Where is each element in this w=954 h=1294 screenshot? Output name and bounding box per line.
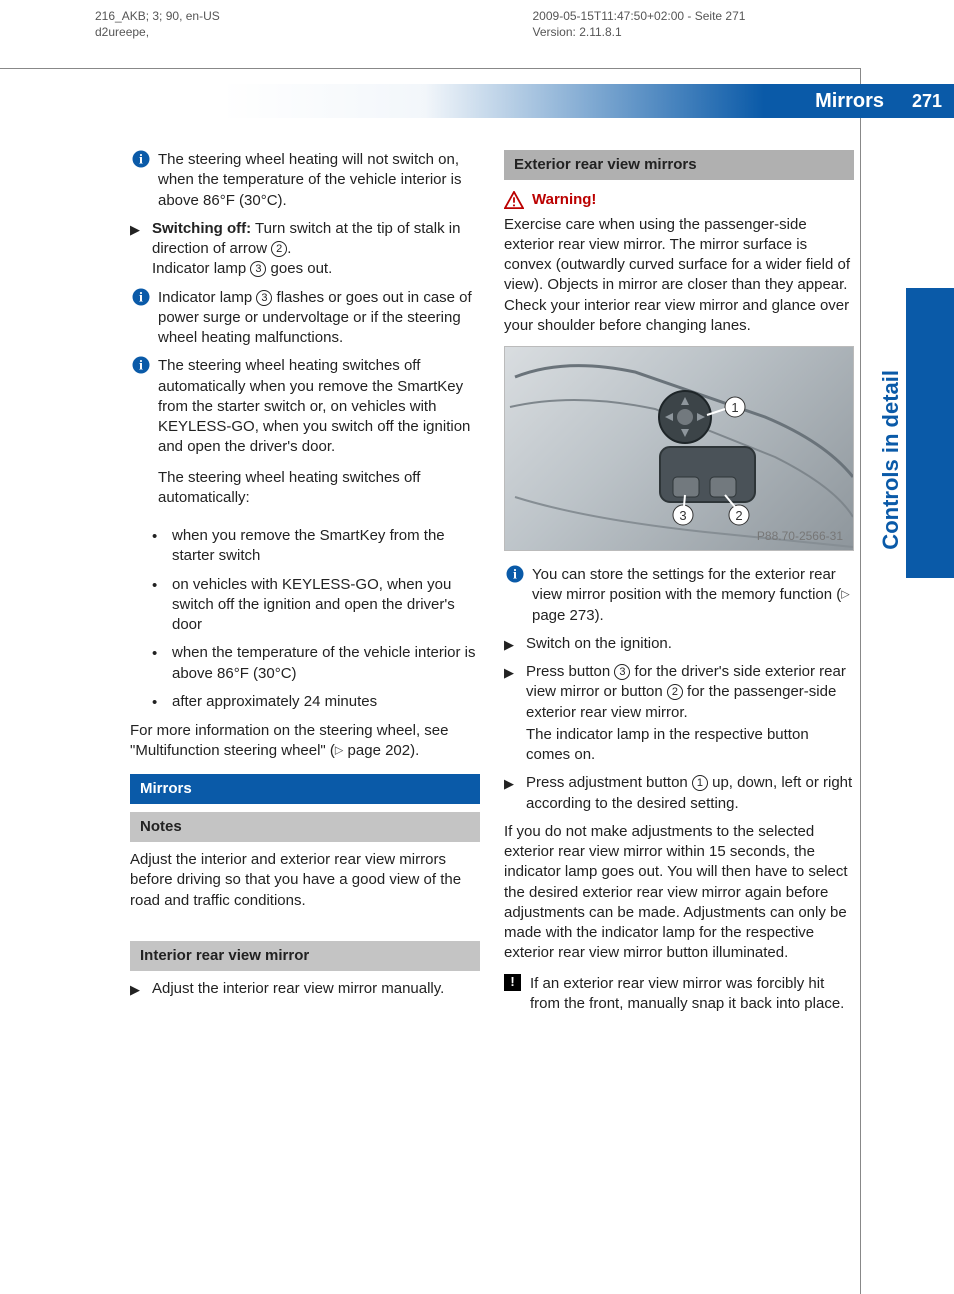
step-arrow-icon: ▶ [504, 664, 522, 765]
callout-2: 2 [271, 241, 287, 257]
info-note: i The steering wheel heating will not sw… [130, 150, 480, 211]
print-metadata: 216_AKB; 3; 90, en-US d2ureepe, 2009-05-… [0, 8, 954, 40]
thumb-index-label: Controls in detail [876, 370, 906, 550]
caution-text: If an exterior rear view mirror was forc… [530, 974, 854, 1015]
bullet-icon: • [152, 644, 166, 684]
step-label: Switching off: [152, 220, 251, 237]
step-item: ▶ Switch on the ignition. [504, 634, 854, 654]
info-text: The steering wheel heating will not swit… [158, 150, 480, 211]
bullet-icon: • [152, 527, 166, 567]
callout-3: 3 [614, 664, 630, 680]
thumb-index-tab [906, 288, 954, 578]
step-text: Switch on the ignition. [526, 634, 854, 654]
meta-author: d2ureepe, [95, 24, 493, 40]
bullet-item: • when the temperature of the vehicle in… [152, 643, 480, 684]
bullet-text: after approximately 24 minutes [172, 692, 480, 713]
step-text: Press adjustment button 1 up, down, left… [526, 773, 854, 814]
callout-2: 2 [667, 684, 683, 700]
page-header: Mirrors 271 [0, 84, 954, 118]
step-text: Press button 3 for the driver's side ext… [526, 662, 854, 765]
bullet-text: when you remove the SmartKey from the st… [172, 526, 480, 567]
callout-3: 3 [250, 261, 266, 277]
info-icon: i [130, 150, 152, 168]
step-text: Switching off: Turn switch at the tip of… [152, 219, 480, 280]
figure-reference: P88.70-2566-31 [757, 528, 843, 544]
subheading-exterior-mirrors: Exterior rear view mirrors [504, 150, 854, 180]
warning-label: Warning! [532, 190, 596, 210]
meta-right: 2009-05-15T11:47:50+02:00 - Seite 271 Ve… [493, 8, 931, 40]
svg-text:i: i [139, 359, 143, 374]
body-text: For more information on the steering whe… [130, 721, 480, 762]
svg-text:3: 3 [679, 508, 686, 523]
info-note: i You can store the settings for the ext… [504, 565, 854, 626]
warning-text: Exercise care when using the passenger-s… [504, 215, 854, 337]
bullet-text: when the temperature of the vehicle inte… [172, 643, 480, 684]
svg-text:i: i [513, 568, 517, 583]
info-note: i The steering wheel heating switches of… [130, 356, 480, 518]
meta-left: 216_AKB; 3; 90, en-US d2ureepe, [95, 8, 493, 40]
bullet-icon: • [152, 693, 166, 713]
right-column: Exterior rear view mirrors Warning! Exer… [504, 150, 854, 1022]
subheading-notes: Notes [130, 812, 480, 842]
svg-text:1: 1 [731, 400, 738, 415]
page-ref-icon: ▷ [841, 589, 849, 601]
info-text: You can store the settings for the exter… [532, 565, 854, 626]
info-text: Indicator lamp 3 flashes or goes out in … [158, 288, 480, 349]
body-text: Adjust the interior and exterior rear vi… [130, 850, 480, 911]
caution-note: ! If an exterior rear view mirror was fo… [504, 974, 854, 1015]
meta-id: 216_AKB; 3; 90, en-US [95, 8, 493, 24]
callout-1: 1 [692, 775, 708, 791]
info-icon: i [504, 565, 526, 583]
body-text: If you do not make adjustments to the se… [504, 822, 854, 964]
info-note: i Indicator lamp 3 flashes or goes out i… [130, 288, 480, 349]
bullet-text: on vehicles with KEYLESS-GO, when you sw… [172, 575, 480, 636]
section-heading-mirrors: Mirrors [130, 774, 480, 804]
bullet-item: • on vehicles with KEYLESS-GO, when you … [152, 575, 480, 636]
bullet-item: • after approximately 24 minutes [152, 692, 480, 713]
mirror-controls-figure: 1 2 3 P88.70-2566-31 [504, 346, 854, 551]
meta-version: Version: 2.11.8.1 [533, 24, 931, 40]
step-item: ▶ Press adjustment button 1 up, down, le… [504, 773, 854, 814]
svg-text:i: i [139, 153, 143, 168]
step-arrow-icon: ▶ [130, 981, 148, 999]
subheading-interior-mirror: Interior rear view mirror [130, 941, 480, 971]
callout-3: 3 [256, 290, 272, 306]
left-column: i The steering wheel heating will not sw… [130, 150, 480, 1022]
svg-text:2: 2 [735, 508, 742, 523]
caution-icon: ! [504, 974, 526, 1015]
step-arrow-icon: ▶ [504, 636, 522, 654]
info-text: The steering wheel heating switches off … [158, 356, 480, 518]
page-number: 271 [900, 84, 954, 118]
page-title: Mirrors [815, 88, 900, 115]
bullet-icon: • [152, 576, 166, 636]
step-item: ▶ Press button 3 for the driver's side e… [504, 662, 854, 765]
meta-timestamp: 2009-05-15T11:47:50+02:00 - Seite 271 [533, 8, 931, 24]
warning-triangle-icon [504, 191, 524, 209]
info-icon: i [130, 288, 152, 306]
step-arrow-icon: ▶ [130, 221, 148, 280]
step-item: ▶ Adjust the interior rear view mirror m… [130, 979, 480, 999]
bullet-item: • when you remove the SmartKey from the … [152, 526, 480, 567]
svg-text:i: i [139, 290, 143, 305]
warning-heading: Warning! [504, 190, 854, 210]
step-text: Adjust the interior rear view mirror man… [152, 979, 480, 999]
step-arrow-icon: ▶ [504, 775, 522, 814]
info-icon: i [130, 356, 152, 374]
step-item: ▶ Switching off: Turn switch at the tip … [130, 219, 480, 280]
